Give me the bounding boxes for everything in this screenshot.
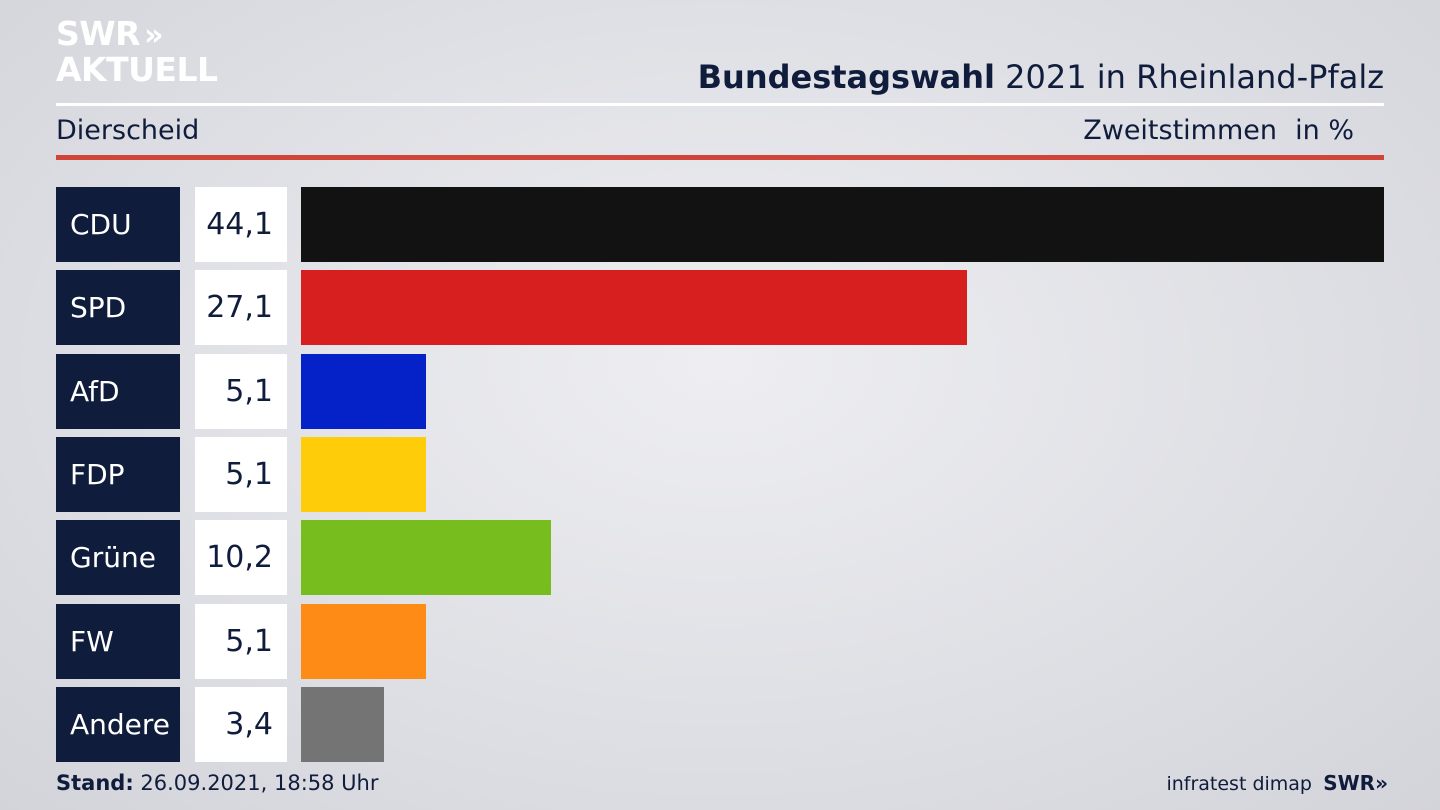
header-divider xyxy=(56,103,1384,106)
bar-row: FW 5,1 xyxy=(56,604,1384,679)
value-label: 5,1 xyxy=(195,354,287,429)
logo-arrows-icon: » xyxy=(144,18,164,53)
value-label: 44,1 xyxy=(195,187,287,262)
footer-logo-text: SWR xyxy=(1323,771,1376,795)
accent-divider xyxy=(56,155,1384,160)
party-label: CDU xyxy=(56,187,180,262)
swr-footer-logo: SWR» xyxy=(1323,771,1388,795)
value-label: 27,1 xyxy=(195,270,287,345)
party-label: SPD xyxy=(56,270,180,345)
value-label: 3,4 xyxy=(195,687,287,762)
logo-line-swr: SWR» xyxy=(56,17,218,53)
party-label: FDP xyxy=(56,437,180,512)
party-label: AfD xyxy=(56,354,180,429)
swr-aktuell-logo: SWR» AKTUELL xyxy=(56,17,218,87)
logo-line-aktuell: AKTUELL xyxy=(56,50,218,89)
unit-label: in % xyxy=(1295,115,1354,146)
bar xyxy=(301,687,384,762)
chart-title: Bundestagswahl 2021 in Rheinland-Pfalz xyxy=(698,58,1384,96)
party-label: Grüne xyxy=(56,520,180,595)
bar-row: AfD 5,1 xyxy=(56,354,1384,429)
party-label: FW xyxy=(56,604,180,679)
bar xyxy=(301,604,426,679)
district-label: Dierscheid xyxy=(56,115,200,146)
timestamp-label: Stand: xyxy=(56,771,134,795)
timestamp: Stand: 26.09.2021, 18:58 Uhr xyxy=(56,771,379,795)
bar xyxy=(301,520,551,595)
party-label: Andere xyxy=(56,687,180,762)
footer-arrows-icon: » xyxy=(1375,771,1388,795)
value-label: 5,1 xyxy=(195,604,287,679)
bar xyxy=(301,354,426,429)
value-label: 5,1 xyxy=(195,437,287,512)
bar xyxy=(301,270,967,345)
timestamp-value: 26.09.2021, 18:58 Uhr xyxy=(133,771,379,795)
votes-type-label: Zweitstimmen xyxy=(1083,115,1277,146)
bar-row: Grüne 10,2 xyxy=(56,520,1384,595)
bar-row: Andere 3,4 xyxy=(56,687,1384,762)
logo-swr-text: SWR xyxy=(56,14,141,53)
chart-title-bold: Bundestagswahl xyxy=(697,58,995,96)
bar-row: SPD 27,1 xyxy=(56,270,1384,345)
bar-row: FDP 5,1 xyxy=(56,437,1384,512)
bar xyxy=(301,187,1384,262)
value-label: 10,2 xyxy=(195,520,287,595)
chart-title-rest: 2021 in Rheinland-Pfalz xyxy=(995,58,1384,96)
bar-row: CDU 44,1 xyxy=(56,187,1384,262)
data-source: infratest dimap xyxy=(1166,773,1312,795)
bar xyxy=(301,437,426,512)
